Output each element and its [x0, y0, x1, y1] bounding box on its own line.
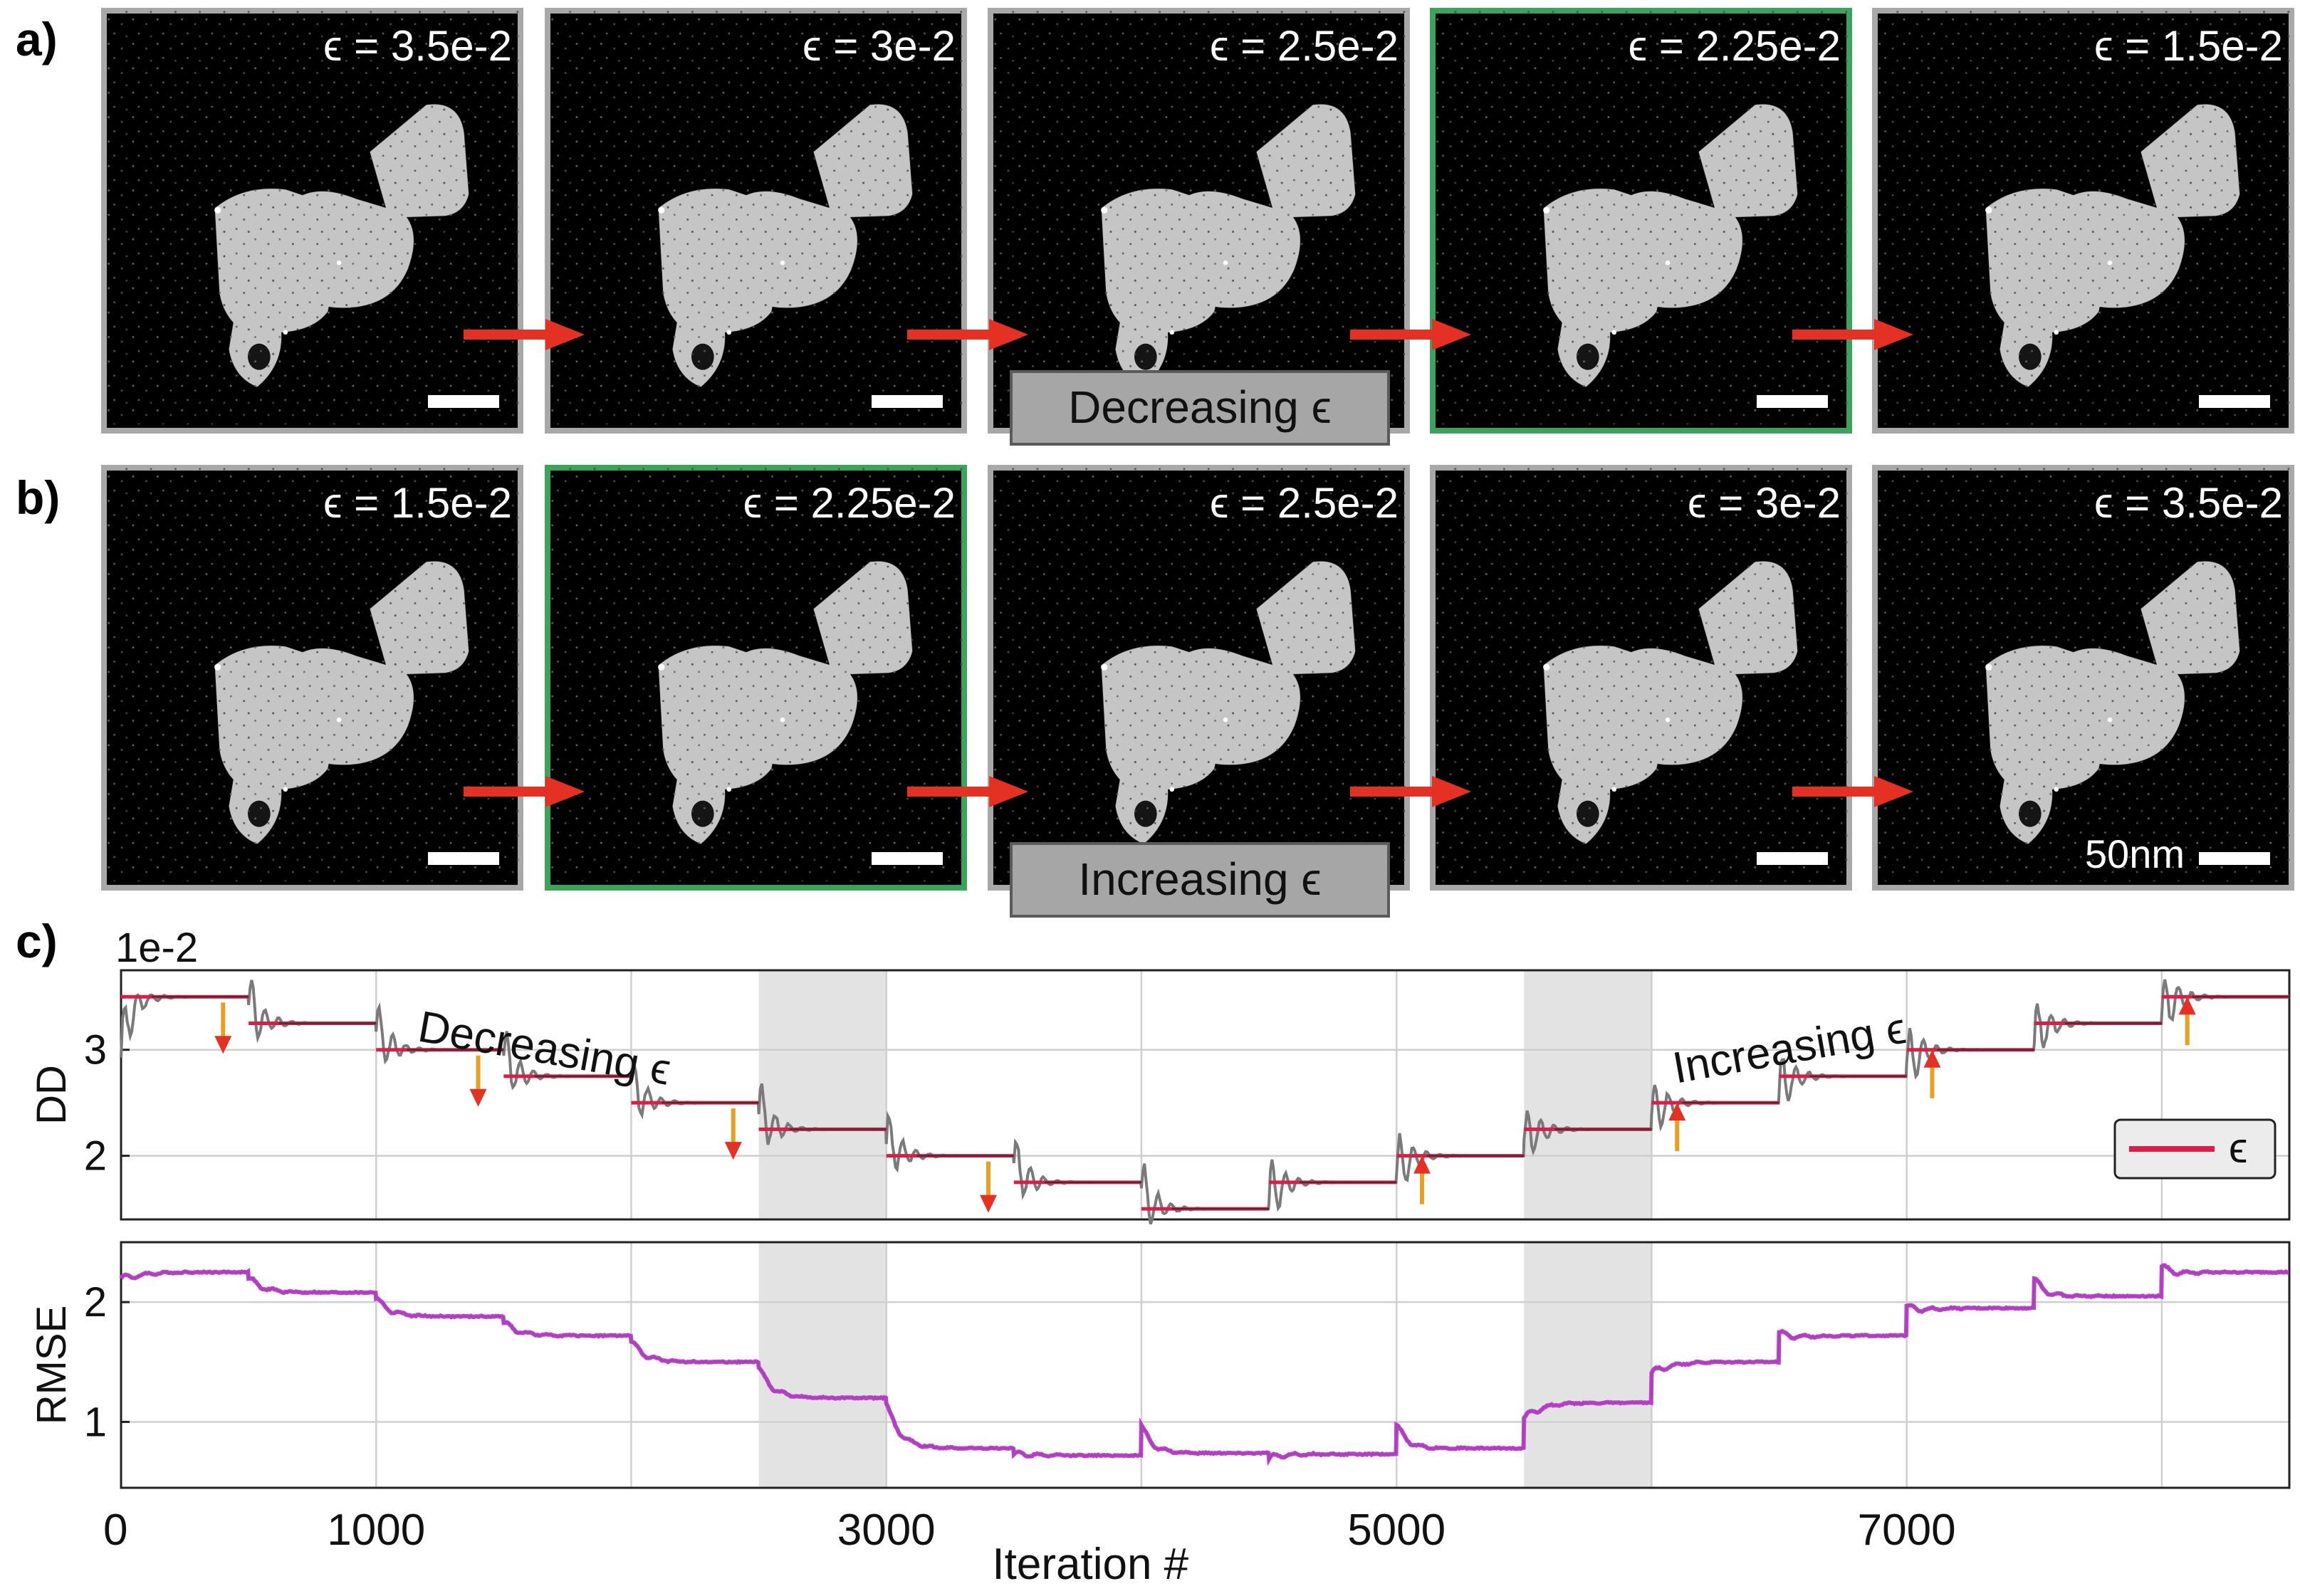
particle-image — [550, 11, 964, 425]
caption-text: Decreasing ϵ — [1068, 382, 1332, 433]
particle-image — [993, 11, 1407, 425]
dd-arrow-up-5 — [1413, 1155, 1431, 1204]
rmse-xtick-label: 7000 — [1858, 1506, 1956, 1555]
image-panel-b-2: ϵ = 2.25e-2 — [545, 465, 967, 891]
a-row-caption: Decreasing ϵ — [1010, 370, 1390, 446]
epsilon-label: ϵ = 2.25e-2 — [1629, 22, 1841, 70]
dd-arrow-down-1 — [214, 1002, 232, 1054]
legend-label: ϵ — [2229, 1124, 2248, 1172]
epsilon-label: ϵ = 2.5e-2 — [1210, 479, 1399, 527]
RMSE-plot-area — [121, 1242, 2289, 1488]
arrow-a-1 — [464, 319, 585, 350]
particle-image — [107, 468, 521, 882]
particle-image — [1878, 11, 2291, 425]
epsilon-label: ϵ = 1.5e-2 — [2094, 22, 2283, 70]
RMSE-axes-box — [120, 1241, 2291, 1489]
arrow-b-1 — [464, 776, 585, 807]
particle-image — [550, 468, 964, 882]
DD-ytick-label: 2 — [84, 1133, 107, 1180]
dd-legend: ϵ — [2113, 1118, 2277, 1180]
image-panel-a-5: ϵ = 1.5e-2 — [1872, 8, 2294, 434]
b-row-caption: Increasing ϵ — [1010, 842, 1390, 918]
dd-arrow-down-2 — [469, 1055, 487, 1107]
caption-text: Increasing ϵ — [1078, 854, 1321, 905]
DD-shaded-region-2 — [1524, 970, 1652, 1219]
RMSE-ytick-label: 2 — [84, 1279, 107, 1325]
dd-arrow-up-7 — [1923, 1049, 1941, 1098]
arrow-b-2 — [907, 776, 1028, 807]
dd-arrow-down-3 — [724, 1108, 742, 1160]
RMSE-ylabel: RMSE — [28, 1306, 75, 1425]
image-panel-b-3: ϵ = 2.5e-2 — [988, 465, 1410, 891]
particle-image — [1436, 11, 1849, 425]
rmse-xtick-label: 5000 — [1347, 1506, 1446, 1555]
DD-axes-box — [120, 969, 2291, 1221]
dd-arrow-up-6 — [1668, 1103, 1686, 1152]
rmse-xlabel: Iteration # — [992, 1540, 1188, 1589]
dd-arrow-down-4 — [980, 1161, 997, 1213]
image-panel-b-1: ϵ = 1.5e-2 — [101, 465, 523, 891]
scale-bar — [428, 395, 499, 408]
scale-bar — [1757, 395, 1828, 408]
DD-ylabel: DD — [28, 1065, 75, 1125]
arrow-a-2 — [907, 319, 1028, 350]
epsilon-label: ϵ = 3e-2 — [1688, 479, 1841, 527]
particle-image — [107, 11, 521, 425]
DD-ytick-label: 3 — [84, 1027, 107, 1073]
epsilon-label: ϵ = 3e-2 — [803, 22, 956, 70]
particle-image — [1436, 468, 1849, 882]
DD-shaded-region-1 — [758, 970, 887, 1219]
RMSE-ytick-label: 1 — [84, 1399, 107, 1445]
scale-bar — [872, 395, 943, 408]
scale-bar — [1757, 852, 1828, 865]
RMSE-shaded-region-1 — [758, 1242, 887, 1488]
epsilon-label: ϵ = 2.25e-2 — [743, 479, 956, 527]
rmse-xtick-label: 3000 — [837, 1506, 936, 1555]
epsilon-label: ϵ = 3.5e-2 — [323, 22, 512, 70]
particle-image — [1878, 468, 2291, 882]
image-panel-a-2: ϵ = 3e-2 — [545, 8, 967, 434]
RMSE-shaded-region-2 — [1524, 1242, 1652, 1488]
image-panel-a-1: ϵ = 3.5e-2 — [101, 8, 523, 434]
epsilon-label: ϵ = 2.5e-2 — [1210, 22, 1399, 70]
scale-bar — [2199, 395, 2270, 408]
panel-label-b: b) — [16, 471, 60, 524]
image-panel-a-4: ϵ = 2.25e-2 — [1430, 8, 1852, 434]
scale-bar — [428, 852, 499, 865]
panel-label-c: c) — [16, 915, 58, 967]
image-panel-b-5: ϵ = 3.5e-2 — [1872, 465, 2294, 891]
image-panel-a-3: ϵ = 2.5e-2 — [988, 8, 1410, 434]
epsilon-label: ϵ = 3.5e-2 — [2094, 479, 2283, 527]
arrow-b-4 — [1792, 776, 1913, 807]
arrow-a-3 — [1350, 319, 1471, 350]
epsilon-label: ϵ = 1.5e-2 — [323, 479, 512, 527]
dd-exponent-label: 1e-2 — [115, 925, 198, 971]
particle-image — [993, 468, 1407, 882]
arrow-a-4 — [1792, 319, 1913, 350]
scale-bar — [2199, 852, 2270, 865]
panel-label-a: a) — [16, 13, 58, 65]
arrow-b-3 — [1350, 776, 1471, 807]
dd-arrow-up-8 — [2178, 997, 2196, 1046]
scale-bar — [872, 852, 943, 865]
rmse-xtick-label: 0 — [103, 1506, 127, 1555]
image-panel-b-4: ϵ = 3e-2 — [1430, 465, 1852, 891]
scale-bar-label: 50nm — [2085, 831, 2185, 876]
rmse-xtick-label: 1000 — [327, 1506, 425, 1555]
